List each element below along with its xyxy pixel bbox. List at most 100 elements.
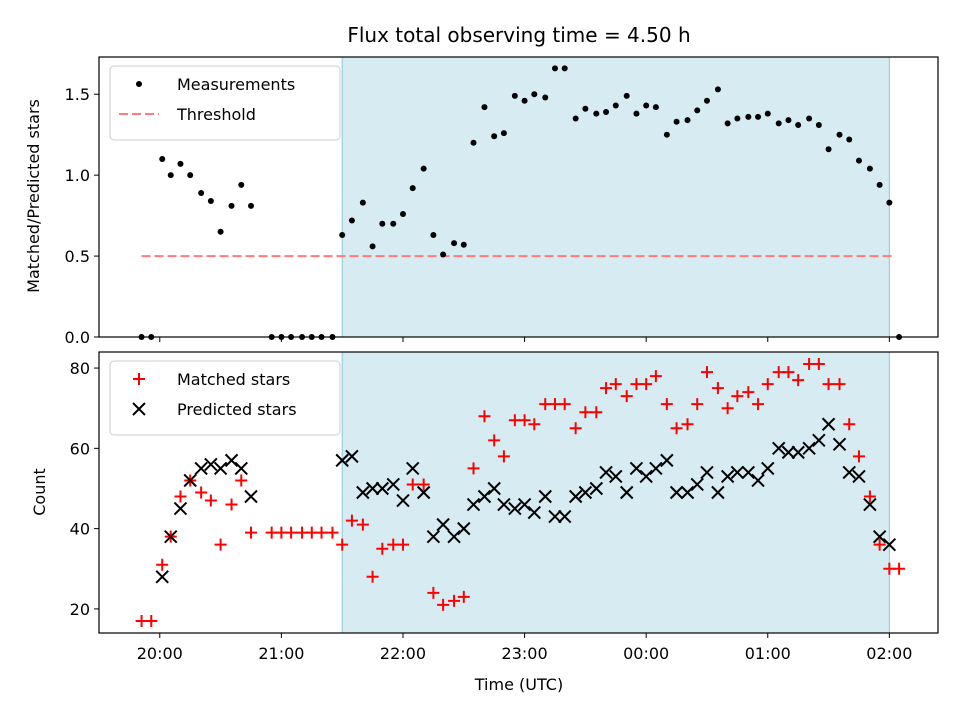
series-0-point bbox=[863, 490, 876, 503]
series-0-point bbox=[159, 155, 166, 162]
series-0-point bbox=[660, 398, 673, 411]
series-1-point bbox=[730, 465, 745, 480]
series-0-point bbox=[620, 390, 633, 403]
series-0-point bbox=[609, 378, 622, 391]
series-1-point bbox=[802, 441, 816, 456]
series-1-point bbox=[842, 465, 856, 480]
series-0-point bbox=[145, 614, 158, 627]
legend-label: Matched stars bbox=[177, 370, 290, 389]
series-0-point bbox=[876, 181, 883, 188]
series-0-point bbox=[448, 594, 461, 607]
series-0-point bbox=[579, 406, 592, 419]
series-0-point bbox=[752, 398, 765, 411]
series-0-point bbox=[855, 157, 862, 164]
series-0-point bbox=[497, 450, 510, 463]
series-0-point bbox=[339, 232, 346, 239]
series-1-point bbox=[680, 485, 695, 500]
series-0-point bbox=[369, 243, 376, 250]
series-0-point bbox=[663, 131, 670, 138]
y-tick-label: 0.0 bbox=[65, 328, 90, 347]
series-0-point bbox=[775, 120, 782, 127]
legend-label: Threshold bbox=[176, 105, 256, 124]
series-0-point bbox=[379, 220, 386, 227]
series-0-point bbox=[836, 131, 843, 138]
series-1-point bbox=[164, 529, 178, 544]
x-tick-label: 01:00 bbox=[745, 644, 791, 663]
top-panel: 0.0 0.5 1.0 1.5 Measurements Threshold bbox=[65, 56, 939, 347]
x-tick-label: 20:00 bbox=[137, 644, 183, 663]
series-0-point bbox=[593, 110, 600, 117]
series-0-point bbox=[681, 418, 694, 431]
legend-label: Measurements bbox=[177, 75, 295, 94]
series-1-point bbox=[155, 570, 169, 584]
series-1-point bbox=[578, 485, 593, 500]
series-0-point bbox=[345, 514, 358, 527]
series-0-point bbox=[724, 120, 731, 127]
series-1-point bbox=[711, 485, 725, 500]
x-tick-label: 00:00 bbox=[623, 644, 669, 663]
series-0-point bbox=[806, 115, 813, 122]
series-0-point bbox=[440, 251, 447, 258]
series-1-point bbox=[517, 497, 532, 512]
series-0-point bbox=[691, 398, 704, 411]
series-1-point bbox=[791, 445, 805, 460]
series-1-point bbox=[872, 529, 887, 544]
series-0-point bbox=[633, 110, 640, 117]
series-0-point bbox=[761, 378, 774, 391]
series-1-point bbox=[812, 433, 826, 448]
series-0-point bbox=[873, 538, 886, 551]
series-0-point bbox=[366, 570, 379, 583]
series-0-point bbox=[238, 181, 245, 188]
series-0-point bbox=[572, 115, 579, 122]
series-0-point bbox=[825, 146, 832, 153]
series-0-point bbox=[437, 598, 450, 611]
series-0-point bbox=[703, 97, 710, 104]
series-1-point bbox=[649, 461, 663, 476]
series-1-point bbox=[426, 529, 441, 544]
series-1-point bbox=[213, 461, 228, 476]
series-1-point bbox=[527, 505, 542, 520]
series-0-point bbox=[467, 462, 480, 475]
series-0-point bbox=[640, 378, 653, 391]
legend-box bbox=[109, 65, 341, 141]
series-0-point bbox=[225, 498, 238, 511]
series-0-point bbox=[582, 105, 589, 112]
series-0-point bbox=[376, 542, 389, 555]
series-0-point bbox=[673, 118, 680, 125]
legend-marker bbox=[136, 81, 142, 87]
series-0-point bbox=[214, 538, 227, 551]
series-0-point bbox=[460, 241, 467, 248]
y-tick-label: 40 bbox=[70, 520, 90, 539]
shaded-span bbox=[341, 56, 890, 338]
series-0-point bbox=[247, 202, 254, 209]
series-0-point bbox=[285, 526, 298, 539]
y-tick-label: 60 bbox=[70, 439, 90, 458]
series-0-point bbox=[491, 133, 498, 140]
y-tick-label: 0.5 bbox=[65, 247, 90, 266]
series-0-point bbox=[745, 113, 752, 120]
y-tick-label: 20 bbox=[70, 600, 90, 619]
series-0-point bbox=[470, 139, 477, 146]
series-0-point bbox=[886, 199, 893, 206]
legend-marker bbox=[132, 402, 146, 416]
series-0-point bbox=[409, 185, 416, 192]
series-1-point bbox=[194, 461, 208, 476]
series-0-point bbox=[356, 518, 369, 531]
series-1-point bbox=[609, 469, 623, 484]
series-0-point bbox=[390, 220, 397, 227]
series-0-point bbox=[731, 390, 744, 403]
series-0-point bbox=[711, 382, 724, 395]
series-0-point bbox=[187, 172, 194, 179]
series-0-point bbox=[167, 172, 174, 179]
series-0-point bbox=[795, 121, 802, 128]
series-1-point bbox=[406, 461, 420, 476]
series-0-point bbox=[785, 117, 792, 124]
series-0-point bbox=[714, 86, 721, 93]
series-1-point bbox=[660, 453, 674, 468]
series-0-point bbox=[326, 526, 339, 539]
series-0-point bbox=[734, 115, 741, 122]
series-0-point bbox=[742, 386, 755, 399]
series-1-point bbox=[589, 481, 604, 496]
series-0-point bbox=[315, 526, 328, 539]
series-0-point bbox=[488, 434, 501, 447]
